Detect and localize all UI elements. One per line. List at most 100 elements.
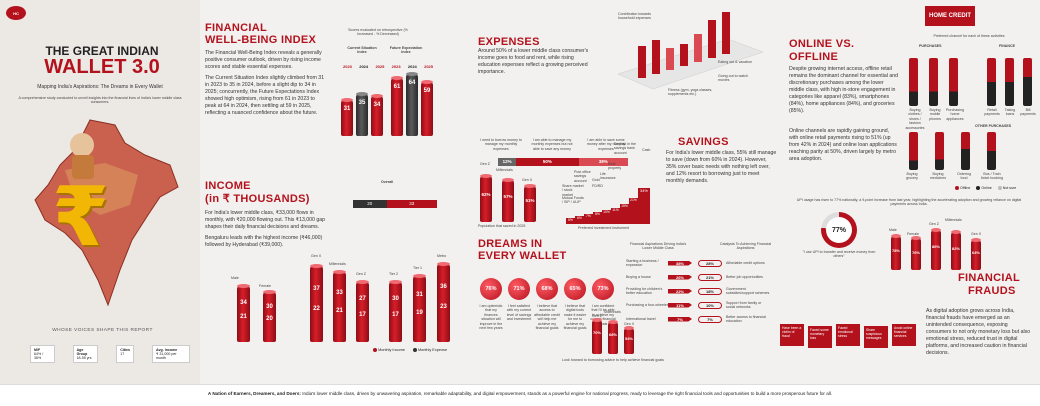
india-map-illustration [34,119,179,307]
savings-quotes: I need to borrow money to manage my mont… [480,138,630,168]
voice-stat: Avg. Income ₹ 31,000 per month [152,345,190,363]
channel-bars-bottom [905,130,1035,174]
borrow-cylinder: 70% [592,318,602,354]
cohort-label: Millennials [496,168,513,172]
year-label: 2024 [359,64,369,69]
income-cylinder: 30 17 [389,280,402,342]
fraud-stat: Faced some monetary loss [808,326,832,348]
year-label: 2024 [407,64,417,69]
wellbeing-gauges: 31 35 34 61 64 59 [341,72,436,142]
hero-title-line1: THE GREAT INDIAN [45,44,159,58]
voice-stat: Cities 17 [116,345,135,363]
savings-quote: I need to borrow money to manage my mont… [480,138,522,151]
channel-bar [929,58,938,106]
rupee-icon: ₹ [52,170,110,265]
expense-bar [722,12,730,54]
dream-bubble: 68% [536,278,558,300]
expense-bar [708,20,716,58]
hero-subtitle: Mapping India's Aspirations: The Dreams … [37,84,163,90]
income-cylinder: 34 21 [237,284,250,342]
aspiration-row: Providing for children's better educatio… [626,286,770,295]
online-para2: Online channels are rapidly gaining grou… [789,128,897,163]
catalysts-header: Catalysts To Achieving Financial Aspirat… [719,242,772,251]
instrument-label: Cash [642,148,651,152]
channel-bar [949,58,958,106]
footer-text: India's lower middle class, driven by un… [302,391,833,396]
savings-title: SAVINGS [678,136,729,148]
future-index-label: Future Expectation Index [389,46,423,55]
expenses-title: EXPENSES [478,36,540,48]
savings-quote: I am able to save some money after my mo… [586,138,626,151]
channel-bar [935,132,944,170]
dream-bubble: 76% [480,278,502,300]
online-title-line2: OFFLINE [789,51,839,63]
future-gauge: 64 [406,72,418,136]
expense-annotation: Contribution towards household expenses [618,12,651,21]
brand-badge: HC [6,6,26,20]
hero-description: A comprehensive study conducted to unvei… [18,96,182,105]
channel-bar [1023,58,1032,106]
purchases-label: PURCHASES [919,44,942,48]
footer-lead: A Nation of Earners, Dreamers, and Doers… [207,391,301,396]
home-credit-logo: HOME CREDIT [925,6,975,26]
upi-cylinders: Male 78% Female 76% Gen Z 86% Millennial… [889,218,1029,270]
group-label: Tier 2 [389,272,399,276]
instrument-label: Gold [592,178,600,182]
fraud-stat: Faced emotional stress [836,324,860,346]
finance-label: FINANCE [999,44,1015,48]
instrument-label: Mutual Funds / SIP / ULIP [562,196,584,205]
instrument-step: 34% [638,188,650,224]
dream-quote: I believe that access to affordable cred… [534,304,560,331]
cohort-caption: Population that saved in 2025 [478,224,526,228]
fraud-stat: Avoid online financial services [892,324,916,346]
frauds-title-line1: FINANCIAL [958,272,1020,284]
upi-cylinder: 76% [911,236,921,270]
group-label: Gen X [311,254,322,258]
savings-quote: I am able to manage my monthly expenses … [531,138,573,151]
wellbeing-chart-caption: Scores evaluated on retrospective (% Inc… [348,28,408,37]
future-gauge: 61 [391,76,403,136]
income-section: INCOME (in ₹ THOUSANDS) For India's lowe… [205,180,470,360]
dream-bubble: 65% [564,278,586,300]
cohort-label: Gen X [522,178,533,182]
income-cylinder: 36 23 [437,262,450,342]
channel-bar [987,132,996,170]
dream-quote: I feel satisfied with my current level o… [506,304,532,322]
income-legend: Monthly Income Monthly Expense [373,348,447,352]
wellbeing-para2: The Current Situation Index slightly cli… [205,75,325,117]
borrow-caption: Look forward to borrowing advice to help… [562,358,664,362]
expense-bar [680,44,688,66]
year-label: 2023 [391,64,401,69]
other-label: OTHER PURCHASES [975,124,1012,128]
expenses-para: Around 50% of a lower middle class consu… [478,48,589,76]
expenses-section: EXPENSES Around 50% of a lower middle cl… [478,0,778,130]
channel-bar [961,132,970,170]
cohort-cylinder: 57% [502,178,514,222]
savings-para: For India's lower middle class, 55% stil… [666,150,777,185]
voice-stat: Age Group 18-55 yrs [72,345,99,363]
fraud-stat: Have been a victim of fraud [780,324,804,346]
income-title-line2: (in ₹ THOUSANDS) [205,193,310,205]
overall-income: 33 [386,200,437,208]
group-label: Female [259,284,271,288]
dream-bubble: 71% [508,278,530,300]
group-label: Metro [437,254,447,258]
instrument-step: 15% [620,204,629,224]
instrument-caption: Preferred investment instrument [578,226,630,230]
aspiration-row: Purchasing a four-wheeler 11% 10% Suppor… [626,300,762,309]
upi-cylinder: 86% [931,228,941,270]
instrument-label: Life insurance [600,172,616,181]
income-cylinder: 37 22 [310,264,323,342]
instrument-step: 6% [575,216,584,224]
expense-bar [666,48,674,70]
channel-bar [987,58,996,106]
income-para2: Bengaluru leads with the highest income … [205,235,323,249]
wellbeing-years: 2023 2024 2025 2023 2024 2025 [343,64,433,69]
borrow-cylinder: 54% [624,326,634,354]
instrument-stairs: Share market / stock market Mutual Funds… [562,142,652,224]
expense-annotation: Eating out & vacation [718,60,752,64]
instrument-step: 8% [593,212,602,224]
wellbeing-para1: The Financial Well-Being Index reveals a… [205,50,322,71]
overall-label: Overall [381,180,394,184]
overall-bar: 20 33 [353,200,437,208]
